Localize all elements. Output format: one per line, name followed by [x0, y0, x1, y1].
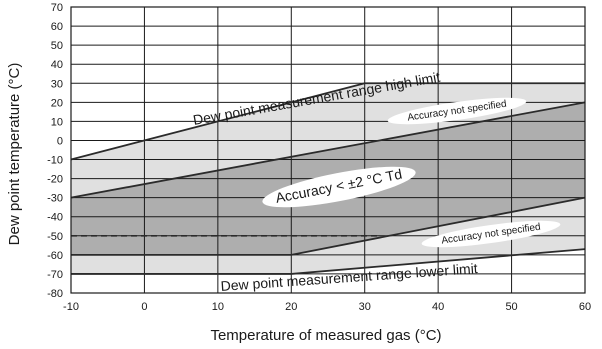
- x-tick-label: 0: [141, 301, 147, 313]
- y-tick-label: -80: [47, 288, 63, 300]
- x-tick-label: -10: [63, 301, 79, 313]
- y-tick-label: 40: [51, 59, 63, 71]
- y-tick-label: -60: [47, 250, 63, 262]
- accuracy-lower-line: [71, 196, 586, 256]
- tick-labels: 706050403020100-10-20-30-40-50-60-70-80-…: [47, 2, 591, 313]
- y-tick-label: -70: [47, 269, 63, 281]
- y-tick-label: 50: [51, 40, 63, 52]
- y-tick-label: 60: [51, 21, 63, 33]
- x-tick-label: 40: [432, 301, 444, 313]
- y-tick-label: 70: [51, 2, 63, 14]
- y-tick-label: 20: [51, 97, 63, 109]
- y-tick-label: 10: [51, 116, 63, 128]
- x-tick-label: 50: [505, 301, 517, 313]
- high-limit-line: [70, 82, 585, 161]
- y-tick-label: 0: [57, 135, 63, 147]
- x-axis-title: Temperature of measured gas (°C): [210, 327, 441, 344]
- plot-border: [70, 6, 586, 294]
- y-axis-title: Dew point temperature (°C): [6, 63, 23, 246]
- x-tick-label: 20: [285, 301, 297, 313]
- y-tick-label: -30: [47, 193, 63, 205]
- x-tick-label: 10: [212, 301, 224, 313]
- lower-limit-line: [71, 248, 586, 275]
- y-tick-label: -10: [47, 155, 63, 167]
- accuracy-upper-line: [70, 101, 586, 199]
- y-tick-label: -20: [47, 174, 63, 186]
- y-tick-label: -40: [47, 212, 63, 224]
- boundary-lines: [70, 82, 586, 275]
- plot-frame: [70, 6, 586, 294]
- x-tick-label: 60: [579, 301, 591, 313]
- y-tick-label: 30: [51, 78, 63, 90]
- y-tick-label: -50: [47, 231, 63, 243]
- x-tick-label: 30: [359, 301, 371, 313]
